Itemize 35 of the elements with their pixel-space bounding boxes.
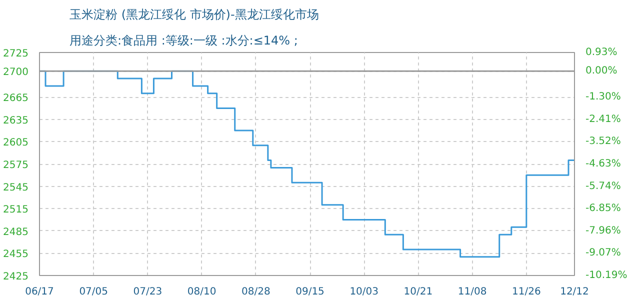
x-tick-label: 06/17 (25, 286, 54, 298)
y2-tick-label: 0.00% (586, 66, 618, 77)
y2-tick-label: 0.93% (586, 47, 618, 58)
y2-tick-label: -10.19% (586, 270, 628, 281)
y-tick-label: 2545 (3, 182, 29, 194)
y-tick-label: 2725 (3, 48, 29, 60)
y2-tick-label: -7.96% (586, 225, 621, 236)
chart-title: 玉米淀粉 (黑龙江绥化 市场价)-黑龙江绥化市场 (70, 8, 319, 22)
y2-tick-label: -9.07% (586, 248, 621, 259)
y-tick-label: 2485 (3, 226, 29, 238)
y-tick-label: 2700 (3, 67, 29, 78)
y2-tick-label: -1.30% (586, 92, 621, 103)
y-tick-label: 2665 (3, 93, 29, 104)
x-tick-label: 11/08 (458, 286, 487, 298)
y2-tick-label: -2.41% (586, 114, 621, 125)
y2-tick-label: -5.74% (586, 180, 621, 192)
x-tick-label: 11/26 (512, 286, 541, 298)
chart-subtitle: 用途分类:食品用 :等级:一级 :水分:≤14% ; (70, 34, 298, 48)
x-tick-label: 07/05 (79, 286, 108, 298)
x-tick-label: 10/21 (404, 286, 433, 298)
y-tick-label: 2605 (3, 138, 29, 149)
x-tick-label: 10/03 (350, 286, 379, 298)
x-tick-label: 08/10 (187, 286, 216, 298)
y-tick-label: 2515 (3, 204, 29, 216)
y-tick-label: 2575 (3, 160, 29, 171)
x-tick-label: 08/28 (241, 286, 270, 298)
y2-tick-label: -3.52% (586, 136, 621, 148)
x-tick-label: 09/15 (296, 286, 324, 298)
y-tick-label: 2455 (3, 249, 29, 260)
y-tick-label: 2635 (3, 115, 29, 126)
y2-tick-label: -4.63% (586, 158, 621, 170)
y2-tick-label: -6.85% (586, 203, 621, 214)
x-tick-label: 07/23 (133, 286, 162, 298)
y-tick-label: 2425 (3, 272, 29, 282)
x-tick-label: 12/12 (560, 286, 589, 298)
